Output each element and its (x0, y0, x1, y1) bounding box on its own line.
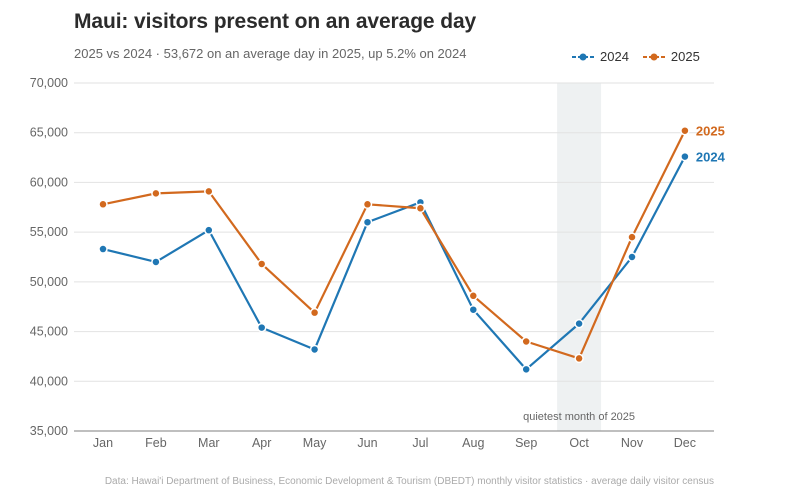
data-point-2024 (362, 217, 373, 227)
data-point-2025 (151, 188, 161, 199)
data-point-2024 (468, 304, 479, 315)
y-tick-label: 50,000 (30, 275, 68, 289)
legend-swatch-2024 (572, 53, 594, 60)
chart-subtitle: 2025 vs 2024 · 53,672 on an average day … (74, 46, 467, 61)
highlight-label: quietest month of 2025 (523, 411, 635, 423)
data-point-2025 (309, 307, 320, 318)
highlight-band (557, 83, 602, 431)
legend-label-2025: 2025 (670, 49, 700, 64)
data-point-2025 (98, 199, 108, 210)
x-tick-label: Sep (515, 436, 537, 450)
data-point-2025 (468, 291, 479, 301)
y-tick-label: 40,000 (30, 374, 68, 388)
legend-item-2024: 2024 (572, 49, 629, 64)
legend-swatch-2025 (642, 53, 665, 60)
data-point-2025 (362, 199, 373, 210)
data-point-2024 (680, 151, 690, 162)
y-tick-label: 60,000 (30, 175, 68, 189)
x-tick-label: Aug (462, 436, 484, 450)
chart-title: Maui: visitors present on an average day (74, 10, 477, 33)
x-tick-label: Nov (621, 436, 644, 450)
legend-label-2024: 2024 (600, 49, 629, 64)
y-tick-label: 55,000 (30, 225, 68, 239)
data-point-2024 (256, 322, 267, 333)
x-tick-label: Mar (198, 436, 220, 450)
data-point-2025 (627, 232, 637, 242)
legend-item-2025: 2025 (642, 49, 700, 64)
data-point-2024 (309, 344, 320, 355)
end-label-2025: 2025 (696, 124, 725, 139)
data-point-2025 (204, 186, 214, 197)
source-note: Data: Hawai'i Department of Business, Ec… (104, 476, 714, 487)
x-tick-label: Feb (145, 436, 167, 450)
y-tick-label: 45,000 (30, 325, 68, 339)
x-tick-label: May (303, 436, 327, 450)
data-point-2024 (574, 318, 584, 329)
y-tick-label: 70,000 (30, 76, 68, 90)
data-point-2024 (627, 252, 637, 262)
data-point-2024 (98, 244, 108, 254)
x-tick-label: Jul (412, 436, 428, 450)
data-point-2025 (574, 353, 584, 364)
data-point-2024 (151, 257, 161, 267)
y-tick-label: 65,000 (30, 126, 68, 140)
end-label-2024: 2024 (696, 150, 726, 165)
legend: 2024 2025 (572, 49, 700, 64)
data-point-2025 (521, 336, 531, 347)
y-tick-label: 35,000 (30, 424, 68, 438)
data-point-2025 (256, 259, 267, 269)
data-point-2025 (680, 125, 690, 136)
series-line-2025 (102, 130, 686, 360)
data-point-2024 (521, 364, 531, 375)
x-tick-label: Dec (674, 436, 696, 450)
series-line-2024 (102, 156, 686, 371)
x-tick-label: Jun (357, 436, 377, 450)
x-tick-label: Jan (93, 436, 113, 450)
x-tick-label: Apr (252, 436, 271, 450)
x-tick-label: Oct (569, 436, 589, 450)
data-point-2025 (415, 203, 426, 214)
data-point-2024 (204, 225, 214, 235)
